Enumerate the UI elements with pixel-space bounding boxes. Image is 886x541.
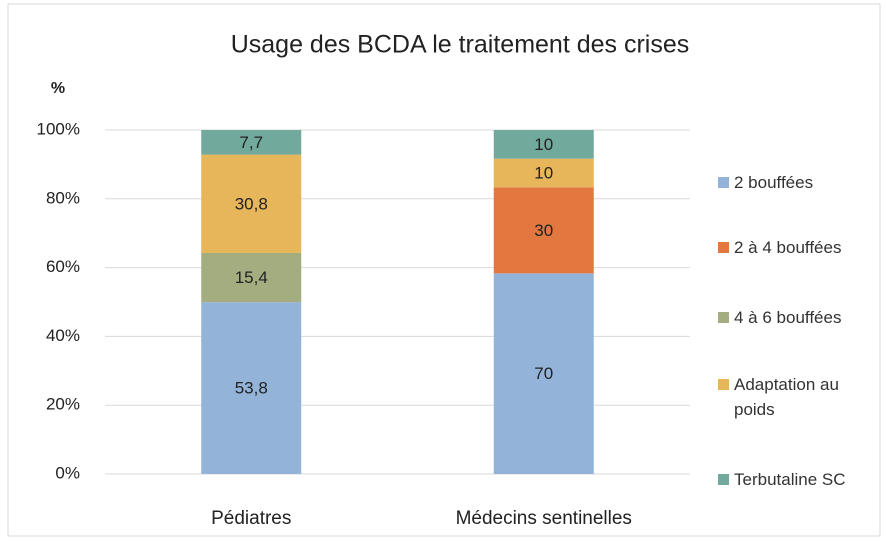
legend-swatch	[718, 379, 729, 390]
y-tick-label: 20%	[46, 395, 80, 414]
bar-segment	[201, 154, 302, 253]
bar-segment	[201, 130, 302, 155]
legend-swatch	[718, 312, 729, 323]
legend-item: Terbutaline SC	[718, 467, 874, 492]
legend-swatch	[718, 242, 729, 253]
y-tick-label: 40%	[46, 326, 80, 345]
x-tick-label: Pédiatres	[211, 508, 291, 529]
bar-segment	[493, 130, 594, 159]
bar-segment	[201, 302, 302, 474]
legend-item: 4 à 6 bouffées	[718, 305, 874, 330]
legend-item: 2 bouffées	[718, 170, 874, 195]
data-label: 70	[534, 364, 553, 383]
data-label: 10	[534, 135, 553, 154]
chart-title: Usage des BCDA le traitement des crises	[231, 31, 690, 59]
legend-swatch	[718, 474, 729, 485]
y-tick-label: 80%	[46, 188, 80, 207]
data-label: 30	[534, 221, 553, 240]
y-tick-label: 100%	[37, 119, 80, 138]
legend-swatch	[718, 177, 729, 188]
x-tick-label: Médecins sentinelles	[456, 508, 632, 529]
legend-item: 2 à 4 bouffées	[718, 235, 874, 260]
y-tick-label: 0%	[55, 463, 80, 482]
chart-frame	[7, 3, 881, 537]
legend-item: Adaptation au poids	[718, 372, 874, 422]
y-tick-label: 60%	[46, 257, 80, 276]
data-label: 53,8	[235, 379, 268, 398]
data-label: 15,4	[235, 268, 268, 287]
data-label: 10	[534, 163, 553, 182]
legend-label: 2 à 4 bouffées	[734, 238, 842, 257]
bar-segment	[201, 252, 302, 303]
legend-label: Terbutaline SC	[734, 470, 846, 489]
y-axis-label: %	[51, 80, 65, 97]
legend-label: 2 bouffées	[734, 173, 814, 192]
bar-segment	[493, 187, 594, 274]
bar-segment	[493, 158, 594, 188]
data-label: 7,7	[239, 133, 263, 152]
legend-label: Adaptation au poids	[734, 375, 839, 419]
legend-label: 4 à 6 bouffées	[734, 308, 842, 327]
data-label: 30,8	[235, 194, 268, 213]
bar-segment	[493, 273, 594, 474]
